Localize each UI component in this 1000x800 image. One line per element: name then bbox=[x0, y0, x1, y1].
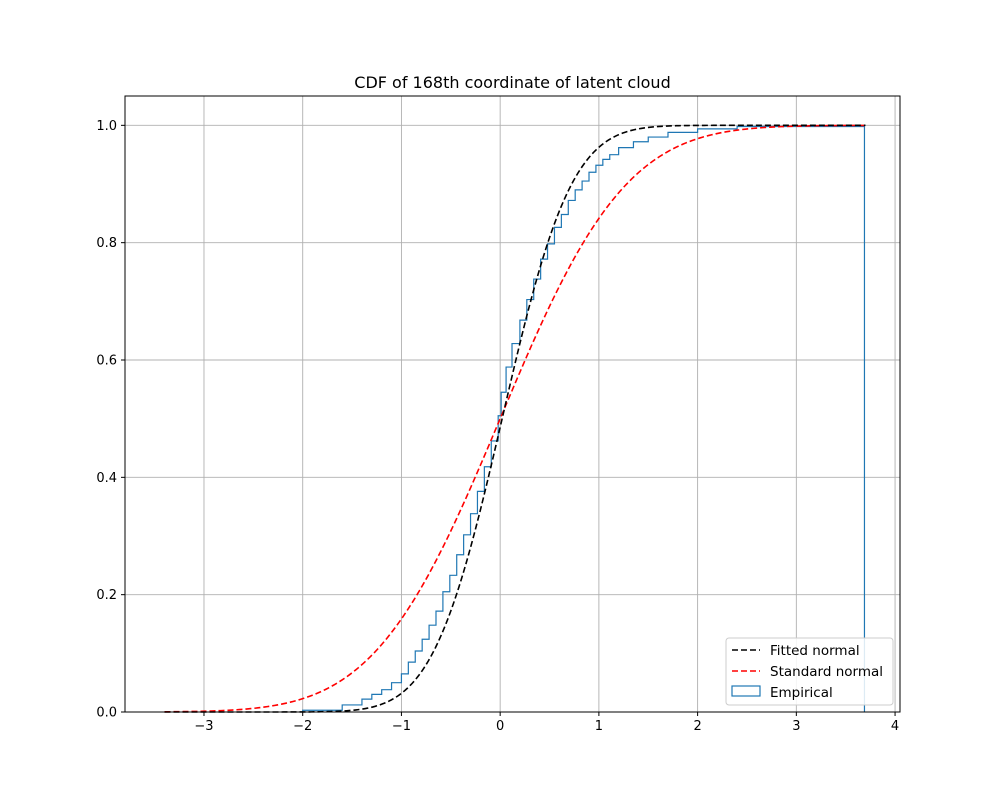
legend-label-standard: Standard normal bbox=[770, 664, 883, 680]
y-tick-label: 0.8 bbox=[96, 236, 117, 251]
x-tick-label: 3 bbox=[792, 719, 800, 734]
x-tick-label: −1 bbox=[392, 719, 411, 734]
legend-label-empirical: Empirical bbox=[770, 685, 833, 701]
x-tick-label: −2 bbox=[293, 719, 312, 734]
plot-area bbox=[164, 124, 866, 713]
y-tick-label: 0.0 bbox=[96, 706, 117, 721]
x-tick-label: 2 bbox=[693, 719, 701, 734]
axes-frame bbox=[124, 95, 901, 713]
y-tick-label: 1.0 bbox=[96, 119, 117, 134]
legend-swatch-empirical bbox=[731, 685, 761, 697]
y-tick-label: 0.4 bbox=[96, 471, 117, 486]
x-tick-label: −3 bbox=[194, 719, 213, 734]
chart-title: CDF of 168th coordinate of latent cloud bbox=[354, 73, 670, 92]
y-tick-label: 0.2 bbox=[96, 588, 117, 603]
y-axis: 0.0 0.2 0.4 0.6 0.8 1.0 bbox=[96, 119, 125, 721]
empirical-step-series bbox=[302, 125, 866, 712]
legend-box bbox=[725, 637, 894, 706]
legend: Fitted normal Standard normal Empirical bbox=[725, 637, 894, 706]
x-axis: −3 −2 −1 0 1 2 3 4 bbox=[194, 712, 899, 734]
x-tick-label: 1 bbox=[595, 719, 603, 734]
x-tick-label: 0 bbox=[496, 719, 504, 734]
x-tick-label: 4 bbox=[891, 719, 899, 734]
standard-normal-series bbox=[164, 124, 866, 713]
fitted-normal-series bbox=[164, 124, 866, 713]
y-tick-label: 0.6 bbox=[96, 354, 117, 369]
legend-label-fitted: Fitted normal bbox=[770, 643, 860, 659]
